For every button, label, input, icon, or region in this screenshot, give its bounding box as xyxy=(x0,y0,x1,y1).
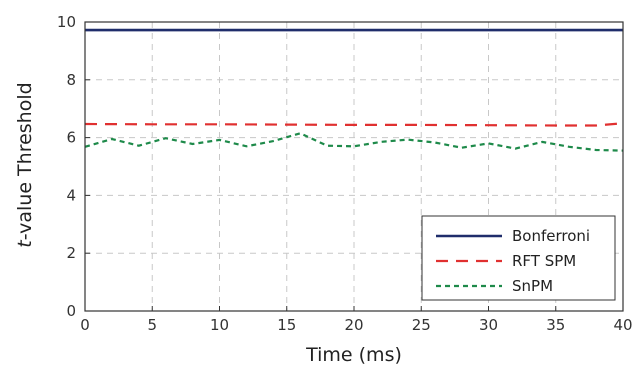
x-tick-label: 35 xyxy=(546,316,565,334)
x-tick-label: 25 xyxy=(412,316,431,334)
x-tick-label: 5 xyxy=(147,316,157,334)
legend: Bonferroni RFT SPM SnPM xyxy=(421,215,616,301)
y-axis-label-rest: -value Threshold xyxy=(14,82,36,240)
grid-lines xyxy=(85,22,623,311)
x-axis-label: Time (ms) xyxy=(305,344,402,365)
x-tick-label: 40 xyxy=(613,316,632,334)
legend-label-0: Bonferroni xyxy=(512,227,590,245)
y-tick-label: 10 xyxy=(57,13,76,31)
x-tick-label: 15 xyxy=(277,316,296,334)
y-axis-label: t-value Threshold xyxy=(14,82,36,247)
tick-labels: 0 5 10 15 20 25 30 35 40 0 2 4 6 8 10 xyxy=(57,13,633,334)
y-tick-label: 0 xyxy=(66,302,76,320)
y-tick-label: 6 xyxy=(66,129,76,147)
legend-label-2: SnPM xyxy=(512,277,553,295)
legend-label-1: RFT SPM xyxy=(512,252,576,270)
y-tick-label: 2 xyxy=(66,244,76,262)
series-lines xyxy=(84,28,624,152)
y-axis-label-italic: t xyxy=(14,239,36,248)
series-line-1 xyxy=(84,122,624,127)
x-tick-label: 30 xyxy=(479,316,498,334)
y-tick-label: 4 xyxy=(66,186,76,204)
x-tick-label: 0 xyxy=(80,316,90,334)
series-line-2 xyxy=(84,132,624,152)
y-tick-label: 8 xyxy=(66,71,76,89)
x-tick-label: 10 xyxy=(210,316,229,334)
x-tick-label: 20 xyxy=(344,316,363,334)
